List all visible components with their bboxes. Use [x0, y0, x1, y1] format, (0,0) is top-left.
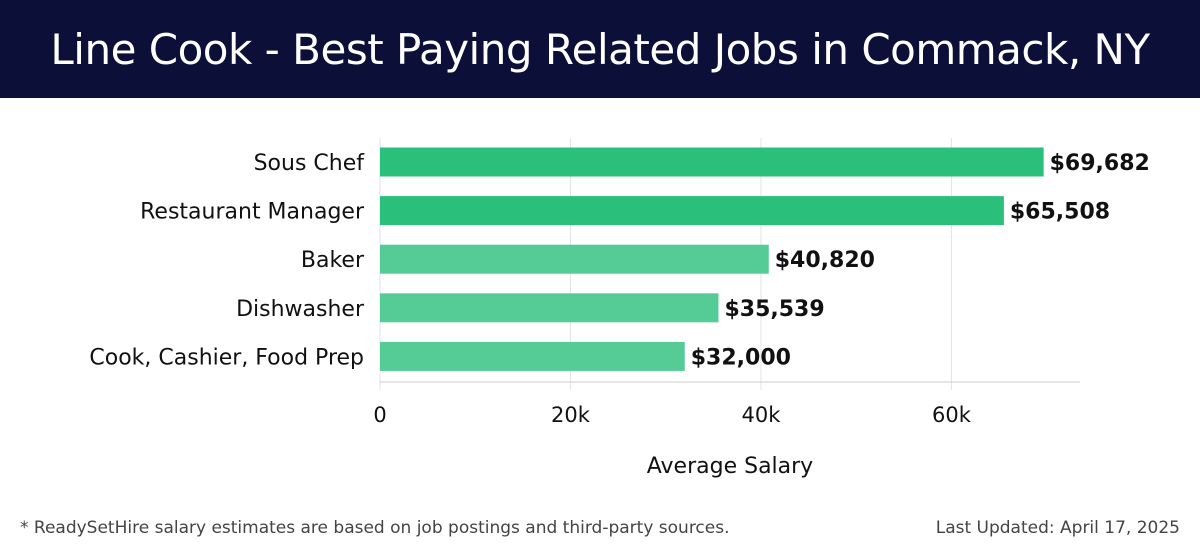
category-label: Sous Chef [254, 151, 366, 176]
last-updated: Last Updated: April 17, 2025 [935, 518, 1180, 538]
bar [380, 147, 1044, 177]
data-label: $32,000 [691, 345, 791, 370]
salary-bar-chart: 0 20k 40k 60k Sous Chef $69,682 Restaurant Man… [89, 138, 1150, 479]
data-label: $65,508 [1010, 200, 1110, 225]
x-axis-title: Average Salary [647, 454, 813, 479]
data-label: $40,820 [775, 248, 875, 273]
header-bar: Line Cook - Best Paying Related Jobs in … [0, 0, 1200, 98]
footnote: * ReadySetHire salary estimates are base… [20, 518, 730, 538]
bar [380, 293, 719, 323]
category-label: Baker [301, 248, 365, 273]
category-label: Restaurant Manager [140, 200, 365, 225]
data-label: $35,539 [724, 297, 824, 322]
x-tick-label: 20k [551, 403, 591, 427]
x-tick-label: 0 [373, 403, 386, 427]
x-tick-label: 60k [932, 403, 972, 427]
category-label: Dishwasher [236, 297, 365, 322]
x-tick-label: 40k [742, 403, 782, 427]
category-label: Cook, Cashier, Food Prep [89, 345, 364, 370]
bar [380, 341, 685, 371]
data-label: $69,682 [1050, 151, 1150, 176]
page-title: Line Cook - Best Paying Related Jobs in … [50, 24, 1150, 74]
bar [380, 196, 1004, 226]
bar [380, 244, 769, 274]
